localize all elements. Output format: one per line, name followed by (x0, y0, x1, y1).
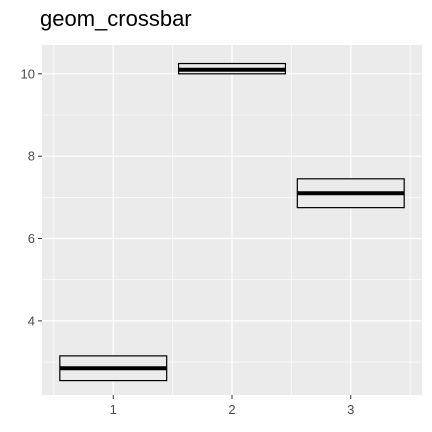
crossbar (177, 62, 287, 75)
x-tick-label: 3 (347, 402, 354, 417)
crossbar (59, 355, 168, 382)
x-axis: 1 2 3 (110, 395, 354, 417)
y-tick-label: 8 (28, 149, 35, 164)
crossbars (59, 62, 405, 382)
x-tick-label: 2 (228, 402, 235, 417)
y-axis: 4 6 8 10 (21, 66, 42, 328)
y-tick-label: 10 (21, 66, 35, 81)
crossbar (296, 178, 405, 209)
y-tick-label: 4 (28, 313, 35, 328)
chart-title: geom_crossbar (40, 6, 192, 31)
y-tick-label: 6 (28, 231, 35, 246)
x-tick-label: 1 (110, 402, 117, 417)
